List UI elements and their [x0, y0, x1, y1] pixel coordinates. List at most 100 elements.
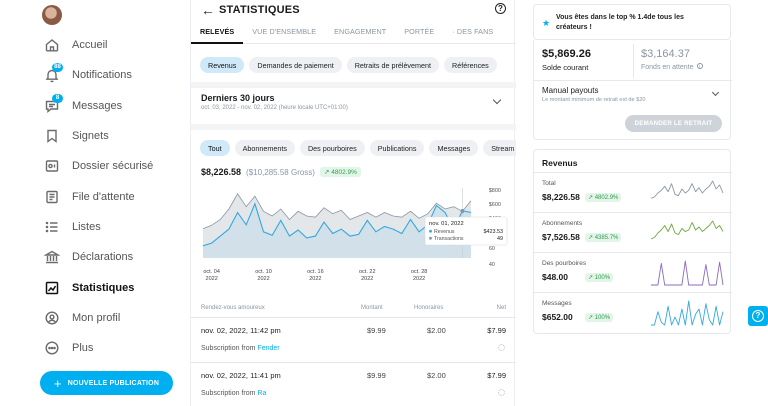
col-amount: Montant: [361, 305, 383, 311]
section-divider: [191, 82, 516, 88]
page-title: STATISTIQUES: [219, 4, 300, 16]
period-selector[interactable]: Derniers 30 jours oct. 03, 2022 - nov. 0…: [201, 93, 348, 111]
sidebar-item-label: Mon profil: [72, 311, 121, 324]
filter-messages[interactable]: Messages: [429, 140, 479, 156]
back-arrow-icon[interactable]: ←: [201, 2, 215, 18]
payout-mode[interactable]: Manual payouts: [542, 86, 599, 95]
tooltip-legend-dot: [429, 236, 432, 240]
sparkline-path: [651, 260, 724, 286]
chevron-down-icon[interactable]: [492, 95, 502, 105]
new-post-button[interactable]: + NOUVELLE PUBLICATION: [40, 371, 173, 395]
x-tick-label: oct. 10: [255, 269, 272, 275]
filter-posts[interactable]: Publications: [369, 140, 425, 156]
row-amount: $9.99: [367, 326, 386, 335]
info-icon[interactable]: i: [696, 63, 703, 69]
vault-icon: [45, 160, 59, 173]
filter-subscriptions[interactable]: Abonnements: [234, 140, 295, 156]
sidebar-item-lists[interactable]: Listes: [0, 212, 190, 242]
sidebar-item-label: Listes: [72, 220, 101, 233]
current-balance-value: $5,869.26: [542, 48, 591, 60]
tooltip-value: 49: [497, 236, 503, 242]
filter-stream[interactable]: Stream: [483, 140, 516, 156]
tab-reach[interactable]: PORTÉE: [404, 27, 435, 36]
chart-icon: [45, 281, 59, 294]
stats-tabs: RELEVÉS VUE D'ENSEMBLE ENGAGEMENT PORTÉE…: [191, 22, 516, 44]
revenue-card: Revenus Total $8,226.58 ↗ 4802.9% Abonne…: [533, 149, 732, 334]
tab-overview[interactable]: VUE D'ENSEMBLE: [252, 27, 317, 36]
sidebar-item-statistics[interactable]: Statistiques: [0, 272, 190, 302]
pending-balance-label-row: Fonds en attente i: [641, 63, 703, 71]
sidebar-item-statements[interactable]: Déclarations: [0, 242, 190, 272]
transactions-line: [202, 193, 472, 230]
sidebar-item-notifications[interactable]: 88 Notifications: [0, 60, 190, 90]
row-user-link[interactable]: Fender: [257, 345, 280, 352]
divider: [534, 172, 732, 173]
growth-badge: ↗ 100%: [585, 273, 614, 282]
sidebar-item-home[interactable]: Accueil: [0, 30, 190, 60]
row-user-link[interactable]: Ra: [257, 390, 267, 397]
notifications-badge: 88: [52, 63, 63, 73]
sidebar-item-messages[interactable]: 8 Messages: [0, 91, 190, 121]
help-chat-button[interactable]: ?: [748, 306, 768, 326]
x-tick-label: oct. 04: [203, 269, 220, 275]
sidebar-item-bookmarks[interactable]: Signets: [0, 121, 190, 151]
row-fee: $2.00: [427, 371, 446, 380]
revenue-item-messages[interactable]: Messages $652.00 ↗ 100%: [534, 293, 732, 333]
growth-badge: ↗ 4385.7%: [585, 233, 622, 242]
x-tick-label: oct. 16: [307, 269, 324, 275]
pending-balance: $3,164.37 Fonds en attente i: [641, 48, 703, 71]
avatar[interactable]: [42, 5, 62, 25]
x-tick-label: oct. 22: [359, 269, 376, 275]
x-tick-year: 2022: [361, 276, 373, 282]
revenue-item-subscriptions[interactable]: Abonnements $7,526.58 ↗ 4385.7%: [534, 213, 732, 253]
sidebar-item-vault[interactable]: Dossier sécurisé: [0, 151, 190, 181]
filter-revenue[interactable]: Revenus: [200, 57, 245, 73]
revenue-item-total[interactable]: Total $8,226.58 ↗ 4802.9%: [534, 173, 732, 213]
revenue-item-tips[interactable]: Des pourboires $48.00 ↗ 100%: [534, 253, 732, 293]
period-subtitle: oct. 03, 2022 - nov. 02, 2022 (heure loc…: [201, 105, 348, 111]
revenue-area: [203, 203, 471, 258]
tab-statements[interactable]: RELEVÉS: [191, 22, 244, 44]
tooltip-label: Transactions: [434, 236, 464, 242]
sidebar: Accueil 88 Notifications 8 Messages Sign…: [0, 0, 190, 406]
sidebar-item-more[interactable]: Plus: [0, 333, 190, 363]
more-icon: [45, 341, 59, 355]
divider: [534, 80, 732, 81]
filter-chargebacks[interactable]: Retraits de prélèvement: [346, 57, 440, 73]
chart-tooltip: nov. 01, 2022 Revenus $423.53 Transactions 4…: [424, 216, 508, 246]
row-desc-text: Subscription from: [201, 390, 256, 397]
payout-minimum: Le montant minimum de retrait est de $20: [542, 97, 646, 103]
tooltip-date: nov. 01, 2022: [429, 221, 464, 227]
pending-balance-label: Fonds en attente: [641, 64, 694, 71]
revenue-item-label: Total: [542, 180, 556, 187]
bank-icon: [44, 250, 60, 264]
table-row[interactable]: nov. 02, 2022, 11:41 pm $9.99 $2.00 $7.9…: [191, 362, 516, 404]
sidebar-item-queue[interactable]: File d'attente: [0, 181, 190, 211]
balance-card: $5,869.26 Solde courant $3,164.37 Fonds …: [533, 40, 732, 140]
help-icon[interactable]: ?: [495, 3, 506, 14]
filter-all[interactable]: Tout: [200, 140, 230, 156]
transactions-area: [203, 193, 471, 258]
sidebar-item-profile[interactable]: Mon profil: [0, 303, 190, 333]
table-row[interactable]: nov. 02, 2022, 11:42 pm $9.99 $2.00 $7.9…: [191, 317, 516, 359]
revenue-item-value: $8,226.58: [542, 192, 580, 202]
sidebar-item-label: Messages: [72, 99, 123, 112]
filter-referrals[interactable]: Références: [444, 57, 497, 73]
tab-engagement[interactable]: ENGAGEMENT: [334, 27, 387, 36]
withdraw-button[interactable]: DEMANDER LE RETRAIT: [625, 115, 722, 132]
summary-row: $8,226.58 ($10,285.58 Gross) ↗ 4802.9%: [201, 167, 361, 177]
x-tick-year: 2022: [206, 276, 218, 282]
tooltip-legend-dot: [429, 229, 432, 233]
revenue-item-value: $48.00: [542, 272, 568, 282]
pending-icon: [498, 389, 505, 396]
sidebar-item-label: Dossier sécurisé: [72, 160, 154, 173]
filter-payout-requests[interactable]: Demandes de paiement: [249, 57, 342, 73]
sparkline-messages: [651, 300, 724, 326]
tab-fans[interactable]: · DES FANS: [452, 27, 494, 36]
chevron-down-icon[interactable]: [711, 88, 720, 97]
sparkline-tips: [651, 260, 724, 286]
main-content: ← STATISTIQUES ? RELEVÉS VUE D'ENSEMBLE …: [190, 0, 516, 406]
plus-icon: +: [53, 375, 62, 391]
filter-tips[interactable]: Des pourboires: [299, 140, 365, 156]
